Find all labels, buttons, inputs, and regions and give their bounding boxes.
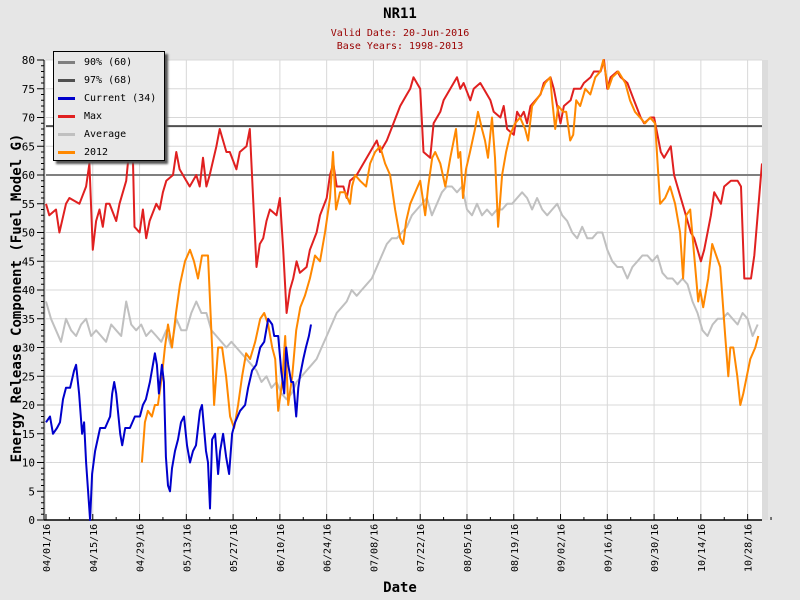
- y-tick-label: 35: [22, 313, 35, 326]
- x-tick-label: 06/24/16: [323, 524, 334, 572]
- x-tick-label: 05/27/16: [229, 524, 240, 572]
- y-tick-label: 75: [22, 83, 35, 96]
- x-tick-label: 10/14/16: [697, 524, 708, 572]
- x-axis-label: Date: [383, 580, 417, 596]
- x-tick-label: 09/30/16: [650, 524, 661, 572]
- x-tick-label: 08/19/16: [510, 524, 521, 572]
- y-tick-label: 70: [22, 112, 35, 125]
- legend-item-max: Max: [58, 109, 102, 123]
- legend-swatch: [58, 114, 75, 118]
- y-tick-label: 40: [22, 284, 35, 297]
- legend-item-2012: 2012: [58, 145, 108, 159]
- series-line-max: [45, 59, 763, 314]
- y-tick-label: 0: [28, 514, 35, 527]
- chart-title: NR11: [383, 6, 417, 22]
- legend-swatch: [58, 150, 75, 154]
- y-tick-label: 5: [28, 485, 35, 498]
- legend-swatch: [58, 132, 75, 136]
- base-years: Base Years: 1998-2013: [336, 41, 464, 52]
- x-tick-label: 08/05/16: [463, 524, 474, 572]
- x-tick-label: 09/16/16: [603, 524, 614, 572]
- x-tick-label: 04/15/16: [89, 524, 100, 572]
- y-tick-label: 15: [22, 428, 35, 441]
- legend-label: 2012: [84, 146, 109, 158]
- legend-item-current: Current (34): [58, 91, 156, 105]
- y-tick-label: 30: [22, 342, 35, 355]
- legend-label: 90% (60): [84, 56, 133, 68]
- legend: 90% (60) 97% (68) Current (34) Max Avera…: [53, 51, 165, 161]
- legend-label: Max: [84, 110, 103, 122]
- y-tick-label: 50: [22, 227, 35, 240]
- y-tick-label: 10: [22, 457, 35, 470]
- legend-swatch: [58, 78, 75, 82]
- legend-swatch: [58, 60, 75, 64]
- x-tick-label: 05/13/16: [182, 524, 193, 572]
- x-tick-label: 06/10/16: [276, 524, 287, 572]
- x-tick-label: 09/02/16: [557, 524, 568, 572]
- y-tick-label: 60: [22, 169, 35, 182]
- x-tick-label: 07/22/16: [416, 524, 427, 572]
- legend-label: Current (34): [84, 92, 157, 104]
- x-tick-label: 10/28/16: [744, 524, 755, 572]
- y-tick-label: 20: [22, 399, 35, 412]
- legend-item-90pct: 90% (60): [58, 55, 132, 69]
- series-line-average: [45, 185, 759, 401]
- valid-date: Valid Date: 20-Jun-2016: [330, 28, 470, 39]
- series-line-2012: [140, 59, 760, 463]
- x-tick-label: 07/08/16: [369, 524, 380, 572]
- legend-item-97pct: 97% (68): [58, 73, 132, 87]
- legend-label: Average: [84, 128, 127, 140]
- y-tick-label: 55: [22, 198, 35, 211]
- y-tick-label: 45: [22, 255, 35, 268]
- x-tick-label: 04/29/16: [136, 524, 147, 572]
- legend-swatch: [58, 96, 75, 100]
- y-tick-label: 65: [22, 140, 35, 153]
- x-tick-label: 04/01/16: [42, 524, 53, 572]
- legend-label: 97% (68): [84, 74, 133, 86]
- y-axis-label: Energy Release Component (Fuel Model G): [9, 133, 25, 463]
- legend-item-average: Average: [58, 127, 126, 141]
- series-line-current-34: [45, 317, 312, 521]
- y-tick-label: 80: [22, 54, 35, 67]
- y-tick-label: 25: [22, 370, 35, 383]
- plot-right-edge: [762, 60, 768, 520]
